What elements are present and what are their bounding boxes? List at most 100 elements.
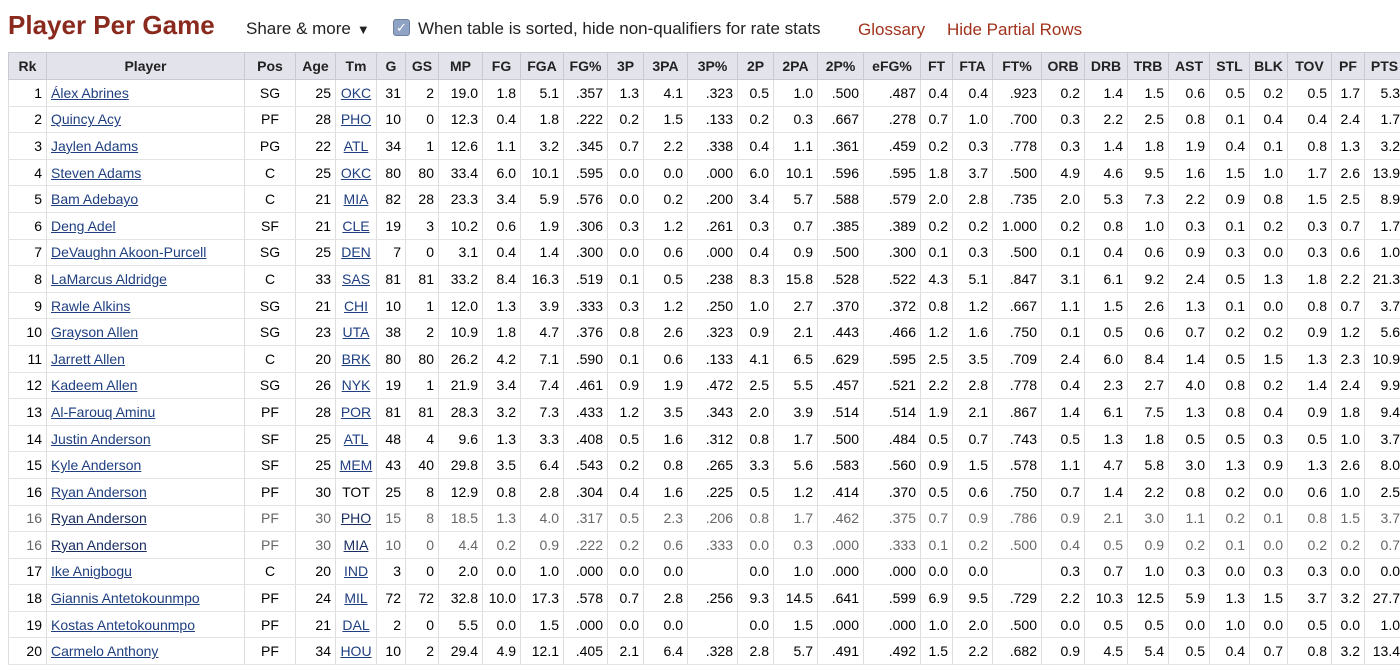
column-header-blk[interactable]: BLK xyxy=(1249,52,1288,80)
column-header-drb[interactable]: DRB xyxy=(1084,52,1128,80)
column-header-fga[interactable]: FGA xyxy=(520,52,564,80)
team-link[interactable]: OKC xyxy=(340,164,372,181)
team-link[interactable]: HOU xyxy=(340,643,372,660)
player-link[interactable]: Al-Farouq Aminu xyxy=(51,403,156,420)
team-link[interactable]: BRK xyxy=(341,350,371,367)
player-link[interactable]: Ryan Anderson xyxy=(51,483,147,500)
player-link[interactable]: LaMarcus Aldridge xyxy=(51,270,167,287)
team-link[interactable]: SAS xyxy=(341,270,370,287)
team-link[interactable]: PHO xyxy=(340,510,372,527)
glossary-link[interactable]: Glossary xyxy=(858,20,926,39)
cell-g: 3 xyxy=(376,558,406,586)
player-link[interactable]: Steven Adams xyxy=(51,164,142,181)
share-more-button[interactable]: Share & more ▼ xyxy=(246,19,370,39)
player-link[interactable]: Jaylen Adams xyxy=(51,137,139,154)
column-header-fta[interactable]: FTA xyxy=(952,52,993,80)
player-link[interactable]: Quincy Acy xyxy=(51,111,122,128)
team-link[interactable]: CHI xyxy=(343,297,369,314)
column-header-tm[interactable]: Tm xyxy=(335,52,377,80)
team-link[interactable]: UTA xyxy=(342,324,370,341)
cell-fg: 3.4 xyxy=(482,372,521,400)
column-header-efg-pct[interactable]: eFG% xyxy=(863,52,921,80)
player-link[interactable]: Carmelo Anthony xyxy=(51,643,159,660)
team-link[interactable]: MIL xyxy=(344,590,368,607)
cell-trb: 1.5 xyxy=(1127,79,1169,107)
column-header-3p-pct[interactable]: 3P% xyxy=(687,52,738,80)
column-header-ft[interactable]: FT xyxy=(920,52,953,80)
column-header-3pa[interactable]: 3PA xyxy=(643,52,688,80)
cell-ast: 0.5 xyxy=(1168,425,1210,453)
column-header-3p[interactable]: 3P xyxy=(607,52,644,80)
team-cell: POR xyxy=(335,398,377,426)
cell-pts: 1.0 xyxy=(1364,239,1400,267)
team-link[interactable]: ATL xyxy=(343,137,369,154)
cell-3p-pct: .200 xyxy=(687,185,738,213)
column-header-gs[interactable]: GS xyxy=(405,52,439,80)
player-link[interactable]: Justin Anderson xyxy=(51,430,151,447)
cell-fga: 7.3 xyxy=(520,398,564,426)
player-link[interactable]: Jarrett Allen xyxy=(51,350,125,367)
team-link[interactable]: OKC xyxy=(340,84,372,101)
column-header-pf[interactable]: PF xyxy=(1331,52,1365,80)
player-link[interactable]: DeVaughn Akoon-Purcell xyxy=(51,244,207,261)
cell-trb: 2.5 xyxy=(1127,106,1169,134)
column-header-rk[interactable]: Rk xyxy=(8,52,47,80)
player-link[interactable]: Kyle Anderson xyxy=(51,457,142,474)
player-cell: Bam Adebayo xyxy=(46,185,245,213)
column-header-2pa[interactable]: 2PA xyxy=(773,52,818,80)
column-header-mp[interactable]: MP xyxy=(438,52,483,80)
cell-3p-pct xyxy=(687,558,738,586)
column-header-player[interactable]: Player xyxy=(46,52,245,80)
cell-mp: 23.3 xyxy=(438,185,483,213)
player-link[interactable]: Kostas Antetokounmpo xyxy=(51,616,195,633)
cell-ft-pct: 1.000 xyxy=(992,212,1042,240)
column-header-g[interactable]: G xyxy=(376,52,406,80)
column-header-pos[interactable]: Pos xyxy=(244,52,296,80)
cell-ast: 2.2 xyxy=(1168,185,1210,213)
hide-partial-rows-link[interactable]: Hide Partial Rows xyxy=(947,20,1083,39)
hide-nonqualifiers-checkbox[interactable]: ✓ xyxy=(393,19,410,36)
column-header-stl[interactable]: STL xyxy=(1209,52,1250,80)
column-header-fg[interactable]: FG xyxy=(482,52,521,80)
column-header-2p[interactable]: 2P xyxy=(737,52,774,80)
team-link[interactable]: DEN xyxy=(341,244,371,261)
player-link[interactable]: Grayson Allen xyxy=(51,324,139,341)
team-link[interactable]: NYK xyxy=(341,377,371,394)
team-link[interactable]: MEM xyxy=(339,457,373,474)
column-header-ast[interactable]: AST xyxy=(1168,52,1210,80)
column-header-orb[interactable]: ORB xyxy=(1041,52,1085,80)
cell-fta: 1.0 xyxy=(952,106,993,134)
column-header-2p-pct[interactable]: 2P% xyxy=(817,52,864,80)
player-link[interactable]: Rawle Alkins xyxy=(51,297,131,314)
column-header-fg-pct[interactable]: FG% xyxy=(563,52,608,80)
player-link[interactable]: Bam Adebayo xyxy=(51,191,139,208)
player-link[interactable]: Álex Abrines xyxy=(51,84,129,101)
column-header-pts[interactable]: PTS xyxy=(1364,52,1400,80)
cell-3pa: 0.0 xyxy=(643,558,688,586)
player-link[interactable]: Ike Anigbogu xyxy=(51,563,132,580)
cell-3pa: 1.2 xyxy=(643,292,688,320)
team-link[interactable]: CLE xyxy=(342,217,370,234)
player-link[interactable]: Ryan Anderson xyxy=(51,510,147,527)
team-link[interactable]: MIA xyxy=(343,191,369,208)
column-header-age[interactable]: Age xyxy=(295,52,336,80)
hide-nonqualifiers-label[interactable]: When table is sorted, hide non-qualifier… xyxy=(418,19,821,38)
cell-ast: 0.0 xyxy=(1168,611,1210,639)
team-link[interactable]: MIA xyxy=(343,536,369,553)
table-row: 10 Grayson Allen SG 23 UTA 38 2 10.9 1.8 4.7.376 0… xyxy=(8,318,1400,346)
team-link[interactable]: ATL xyxy=(343,430,369,447)
cell-fta: 1.5 xyxy=(952,451,993,479)
cell-g: 10 xyxy=(376,292,406,320)
team-link[interactable]: POR xyxy=(340,403,372,420)
player-link[interactable]: Ryan Anderson xyxy=(51,536,147,553)
column-header-trb[interactable]: TRB xyxy=(1127,52,1169,80)
column-header-tov[interactable]: TOV xyxy=(1287,52,1332,80)
column-header-ft-pct[interactable]: FT% xyxy=(992,52,1042,80)
player-link[interactable]: Deng Adel xyxy=(51,217,116,234)
table-row: 1 Álex Abrines SG 25 OKC 31 2 19.0 1.8 5.1.357 1.3… xyxy=(8,79,1400,107)
team-link[interactable]: DAL xyxy=(342,616,370,633)
player-link[interactable]: Kadeem Allen xyxy=(51,377,138,394)
team-link[interactable]: PHO xyxy=(340,111,372,128)
player-link[interactable]: Giannis Antetokounmpo xyxy=(51,590,200,607)
team-link[interactable]: IND xyxy=(343,563,369,580)
